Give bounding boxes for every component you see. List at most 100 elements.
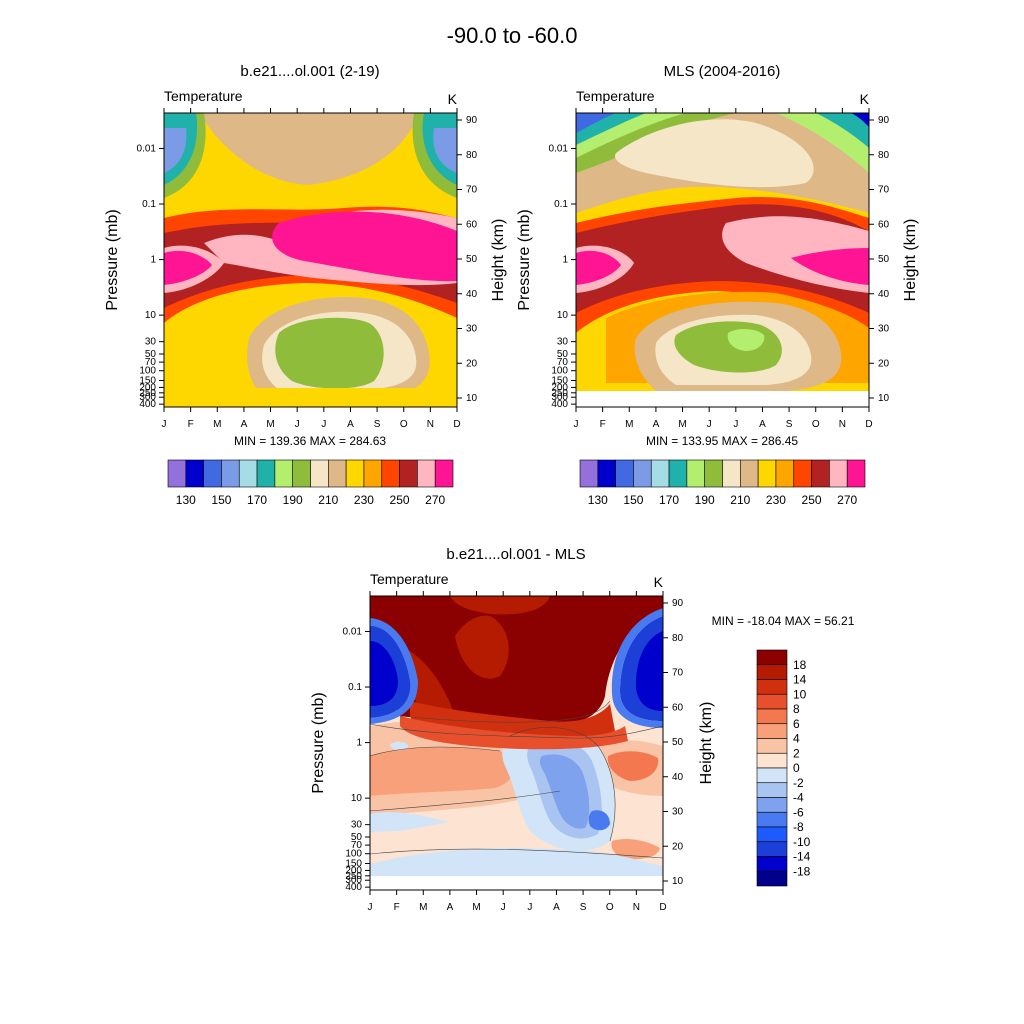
y-tick-label: 0.01 bbox=[549, 143, 569, 154]
colorbar-box bbox=[328, 459, 347, 488]
colorbar-box bbox=[417, 459, 436, 488]
y-tick-label: 150 bbox=[345, 858, 362, 869]
colorbar-box bbox=[756, 811, 788, 828]
colorbar-label: 170 bbox=[247, 493, 267, 507]
x-tick-label: M bbox=[472, 902, 480, 913]
y-tick-label: 1 bbox=[356, 738, 362, 749]
panel-title: b.e21....ol.001 - MLS bbox=[446, 546, 585, 563]
colorbar-label: 150 bbox=[211, 493, 231, 507]
y-tick-label: 250 bbox=[551, 388, 568, 399]
field-layer bbox=[370, 876, 663, 890]
colorbar-box bbox=[756, 723, 788, 739]
colorbar-label: 2 bbox=[793, 746, 800, 760]
x-tick-label: M bbox=[213, 419, 221, 430]
colorbar-box bbox=[434, 459, 454, 488]
x-tick-label: J bbox=[162, 419, 167, 430]
contour-line bbox=[370, 848, 663, 859]
colorbar-label: 150 bbox=[623, 493, 643, 507]
field-layer bbox=[370, 641, 398, 706]
y-tick-label: 1 bbox=[150, 255, 156, 266]
colorbar-label: 190 bbox=[695, 493, 715, 507]
panel-title: MLS (2004-2016) bbox=[664, 63, 781, 80]
colorbar-label: 130 bbox=[588, 493, 608, 507]
contour-line bbox=[370, 790, 561, 812]
colorbar-box bbox=[756, 679, 788, 695]
field-layer bbox=[370, 747, 514, 796]
y-tick-label: 10 bbox=[351, 793, 363, 804]
colorbar-box bbox=[829, 459, 848, 488]
colorbar-box bbox=[846, 459, 866, 488]
colorbar-label: 8 bbox=[793, 702, 800, 716]
y-tick-label: 150 bbox=[139, 375, 156, 386]
y-tick-label: 50 bbox=[145, 349, 157, 360]
field-layer bbox=[164, 388, 457, 407]
field-layer bbox=[539, 754, 590, 829]
x-tick-label: D bbox=[865, 419, 872, 430]
colorbar-box bbox=[811, 459, 830, 488]
field-layer bbox=[433, 128, 457, 173]
field-layer bbox=[816, 113, 869, 148]
units-label: K bbox=[448, 91, 458, 107]
colorbar-label: -2 bbox=[793, 776, 804, 790]
x-tick-label: A bbox=[553, 902, 560, 913]
y-right-tick-label: 50 bbox=[672, 737, 684, 748]
colorbar-box bbox=[650, 459, 670, 488]
colorbar-box bbox=[722, 459, 741, 488]
field-layer bbox=[635, 631, 663, 711]
x-tick-label: F bbox=[188, 419, 194, 430]
field-layer bbox=[450, 596, 550, 615]
plot-area bbox=[576, 113, 869, 407]
x-tick-label: M bbox=[678, 419, 686, 430]
colorbar-box bbox=[756, 693, 788, 710]
units-label: K bbox=[654, 574, 664, 590]
y-axis-label: Pressure (mb) bbox=[310, 692, 327, 793]
colorbar-box bbox=[203, 459, 222, 488]
y-right-tick-label: 20 bbox=[466, 358, 478, 369]
units-label: K bbox=[860, 91, 870, 107]
x-tick-label: D bbox=[659, 902, 666, 913]
y-right-tick-label: 50 bbox=[878, 254, 890, 265]
colorbar-label: 18 bbox=[793, 658, 807, 672]
field-layer bbox=[370, 848, 663, 876]
x-tick-label: A bbox=[759, 419, 766, 430]
field-layer bbox=[370, 618, 418, 724]
y-tick-label: 30 bbox=[145, 337, 157, 348]
y-tick-label: 400 bbox=[345, 882, 362, 893]
colorbar-label: 0 bbox=[793, 761, 800, 775]
y-tick-label: 50 bbox=[557, 349, 569, 360]
colorbar-box bbox=[756, 841, 788, 857]
colorbar-label: 10 bbox=[793, 687, 807, 701]
field-layer bbox=[851, 113, 869, 127]
y-right-tick-label: 30 bbox=[466, 324, 478, 335]
x-tick-label: J bbox=[733, 419, 738, 430]
y-tick-label: 0.1 bbox=[142, 199, 156, 210]
y-tick-label: 0.01 bbox=[343, 626, 363, 637]
x-tick-label: A bbox=[447, 902, 454, 913]
colorbar-box bbox=[756, 708, 788, 725]
colorbar-label: 130 bbox=[176, 493, 196, 507]
y-right-tick-label: 40 bbox=[672, 772, 684, 783]
y-right-axis-label: Height (km) bbox=[490, 219, 507, 302]
colorbar-box bbox=[756, 649, 788, 666]
y-tick-label: 300 bbox=[551, 392, 568, 403]
y-tick-label: 10 bbox=[145, 310, 157, 321]
colorbar-box bbox=[704, 459, 723, 488]
field-layer bbox=[727, 329, 765, 351]
colorbar-label: 4 bbox=[793, 732, 800, 746]
colorbar-box bbox=[597, 459, 616, 488]
y-tick-label: 100 bbox=[551, 366, 568, 377]
y-tick-label: 10 bbox=[557, 310, 569, 321]
field-layer bbox=[576, 113, 616, 133]
x-tick-label: J bbox=[527, 902, 532, 913]
axes-and-colorbars: J F M A M J J A S O N D0.010.1110305070100150200250… bbox=[137, 108, 890, 913]
colorbar-label: 250 bbox=[802, 493, 822, 507]
field-layer bbox=[164, 128, 187, 173]
x-tick-label: J bbox=[368, 902, 373, 913]
y-right-tick-label: 70 bbox=[878, 185, 890, 196]
field-layer bbox=[791, 248, 869, 285]
minmax-text: MIN = -18.04 MAX = 56.21 bbox=[712, 614, 855, 628]
field-layer bbox=[390, 741, 409, 751]
figure-title: -90.0 to -60.0 bbox=[447, 23, 578, 48]
y-right-tick-label: 30 bbox=[672, 807, 684, 818]
y-tick-label: 0.01 bbox=[137, 143, 157, 154]
